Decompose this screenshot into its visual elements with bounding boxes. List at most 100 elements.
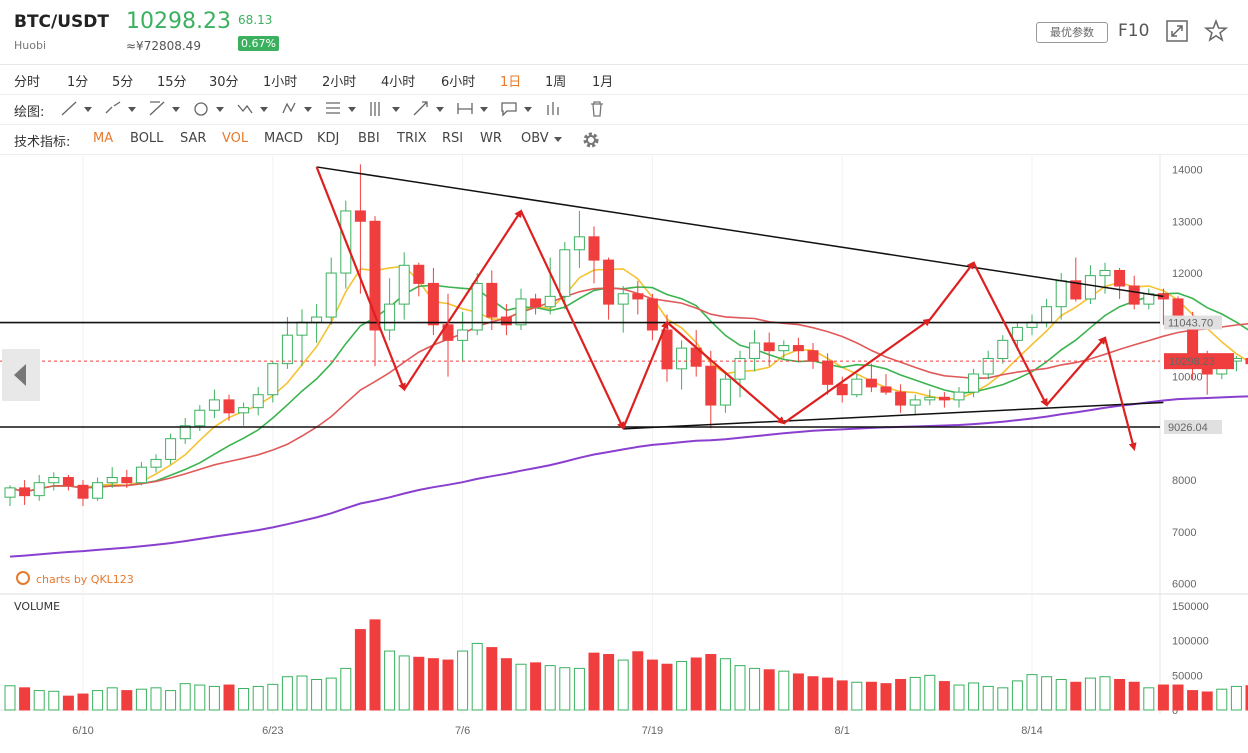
chevron-down-icon[interactable] — [128, 107, 136, 112]
candle[interactable] — [573, 210, 585, 268]
chevron-down-icon[interactable] — [260, 107, 268, 112]
candle[interactable] — [208, 389, 220, 418]
candle[interactable] — [617, 286, 629, 333]
indicator-wr[interactable]: WR — [480, 131, 502, 146]
candle[interactable] — [734, 350, 746, 398]
chevron-down-icon[interactable] — [84, 107, 92, 112]
candle[interactable] — [822, 353, 834, 395]
candle[interactable] — [179, 418, 191, 444]
candle[interactable] — [150, 454, 162, 473]
period-tab[interactable]: 6小时 — [441, 75, 476, 90]
period-tab[interactable]: 1周 — [545, 75, 567, 90]
candle[interactable] — [982, 350, 994, 380]
chevron-down-icon[interactable] — [172, 107, 180, 112]
period-tab[interactable]: 4小时 — [381, 75, 416, 90]
candle[interactable] — [632, 280, 644, 315]
indicator-bbi[interactable]: BBI — [358, 131, 380, 146]
candle[interactable] — [1099, 262, 1111, 294]
candle[interactable] — [968, 368, 980, 398]
candle[interactable] — [851, 374, 863, 398]
candle[interactable] — [676, 340, 688, 390]
candle[interactable] — [1114, 267, 1126, 299]
gear-icon[interactable] — [581, 130, 601, 150]
period-tab[interactable]: 1小时 — [263, 75, 298, 90]
candle[interactable] — [924, 389, 936, 406]
candle[interactable] — [62, 474, 74, 491]
pattern-tool-icon[interactable] — [282, 102, 312, 114]
candle[interactable] — [588, 226, 600, 284]
indicator-sar[interactable]: SAR — [180, 131, 207, 146]
candle[interactable] — [778, 340, 790, 359]
candle[interactable] — [325, 257, 337, 325]
indicator-kdj[interactable]: KDJ — [317, 131, 340, 146]
candle[interactable] — [398, 252, 410, 320]
chevron-down-icon[interactable] — [553, 136, 563, 144]
period-tab[interactable]: 分时 — [14, 75, 41, 90]
candle[interactable] — [749, 330, 761, 372]
period-tab[interactable]: 1分 — [67, 75, 89, 90]
candle[interactable] — [223, 394, 235, 421]
candlestick-chart[interactable]: 6000700080009000100001100012000130001400… — [0, 154, 1248, 749]
chevron-down-icon[interactable] — [480, 107, 488, 112]
bars-tool-icon[interactable] — [547, 102, 559, 115]
candle[interactable] — [296, 309, 308, 367]
candle[interactable] — [442, 293, 454, 377]
segment-tool-icon[interactable] — [105, 101, 136, 114]
candle[interactable] — [4, 485, 16, 506]
period-tab[interactable]: 30分 — [209, 75, 239, 90]
candle[interactable] — [238, 402, 250, 426]
candle[interactable] — [515, 288, 527, 330]
candle[interactable] — [281, 317, 293, 369]
candle[interactable] — [427, 267, 439, 336]
candle[interactable] — [807, 342, 819, 369]
chart-area[interactable]: 6000700080009000100001100012000130001400… — [0, 154, 1248, 749]
candle[interactable] — [354, 164, 366, 294]
candle[interactable] — [705, 350, 717, 429]
candle[interactable] — [77, 480, 89, 506]
candle[interactable] — [384, 278, 396, 341]
candle[interactable] — [1026, 314, 1038, 336]
indicator-obv[interactable]: OBV — [521, 131, 549, 146]
candle[interactable] — [1070, 257, 1082, 302]
candle[interactable] — [719, 371, 731, 413]
candle[interactable] — [121, 469, 133, 488]
arrow-tool-icon[interactable] — [413, 101, 444, 116]
ray-tool-icon[interactable] — [149, 101, 180, 116]
candle[interactable] — [544, 257, 556, 315]
scroll-left-button[interactable] — [2, 349, 40, 401]
candle[interactable] — [646, 293, 658, 341]
candle[interactable] — [369, 216, 381, 367]
candle[interactable] — [92, 477, 104, 501]
candle[interactable] — [106, 467, 118, 488]
candle[interactable] — [457, 311, 469, 362]
candle[interactable] — [19, 480, 31, 505]
star-icon[interactable] — [1203, 18, 1229, 44]
fullscreen-icon[interactable] — [1164, 18, 1190, 44]
candle[interactable] — [880, 374, 892, 395]
candle[interactable] — [340, 200, 352, 289]
candle[interactable] — [1245, 353, 1248, 366]
candle[interactable] — [1143, 288, 1155, 310]
candle[interactable] — [471, 273, 483, 336]
indicator-boll[interactable]: BOLL — [130, 131, 164, 146]
period-tab[interactable]: 1月 — [592, 75, 614, 90]
chevron-down-icon[interactable] — [216, 107, 224, 112]
period-tab-active[interactable]: 1日 — [500, 75, 522, 90]
f10-button[interactable]: F10 — [1118, 21, 1150, 41]
parallel-tool-icon[interactable] — [370, 102, 400, 116]
candle[interactable] — [909, 394, 921, 416]
trash-icon[interactable] — [591, 101, 603, 117]
candle[interactable] — [500, 304, 512, 336]
candle[interactable] — [792, 337, 804, 362]
circle-tool-icon[interactable] — [194, 102, 224, 116]
candle[interactable] — [1157, 288, 1169, 325]
chevron-down-icon[interactable] — [392, 107, 400, 112]
candle[interactable] — [135, 462, 147, 486]
candle[interactable] — [311, 304, 323, 343]
chevron-down-icon[interactable] — [348, 107, 356, 112]
candle[interactable] — [33, 474, 45, 501]
chevron-down-icon[interactable] — [436, 107, 444, 112]
candle[interactable] — [997, 335, 1009, 364]
period-tab[interactable]: 15分 — [157, 75, 187, 90]
candle[interactable] — [559, 242, 571, 310]
